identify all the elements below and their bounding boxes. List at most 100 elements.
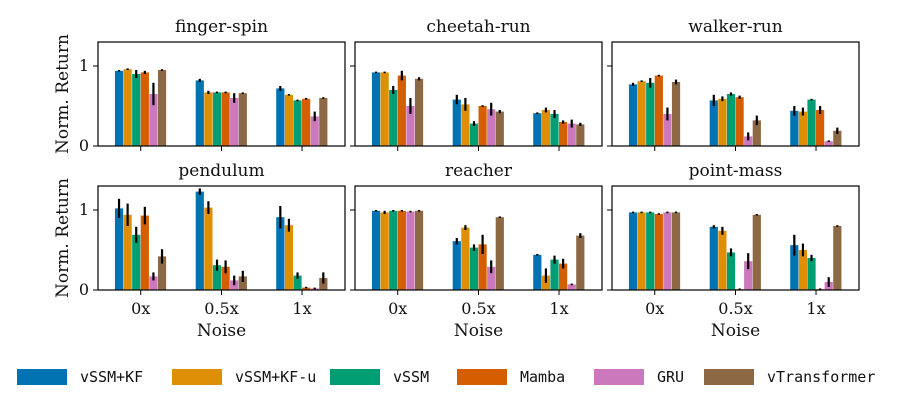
- bar-walker-run-0.5x-GRU: [744, 136, 753, 146]
- bar-pendulum-0.5x-vSSM+KF: [195, 191, 204, 290]
- bar-reacher-0x-vSSM: [389, 210, 398, 290]
- bar-walker-run-0x-vSSM+KF: [628, 84, 638, 146]
- xaxis-label-pendulum: Noise: [197, 321, 246, 341]
- bar-reacher-0.5x-vTransformer: [495, 217, 504, 290]
- panel-title-finger-spin: finger-spin: [175, 17, 268, 37]
- panel-title-walker-run: walker-run: [688, 17, 782, 37]
- bar-finger-spin-0x-GRU: [149, 94, 158, 146]
- bar-reacher-0.5x-vSSM+KF-u: [461, 227, 470, 290]
- xaxis-label-reacher: Noise: [454, 321, 503, 341]
- bar-point-mass-1x-vSSM: [807, 258, 816, 290]
- bar-reacher-0x-vSSM+KF: [371, 210, 381, 290]
- bar-walker-run-0.5x-vSSM+KF: [709, 100, 718, 146]
- bar-finger-spin-1x-Mamba: [302, 98, 311, 146]
- bar-cheetah-run-0x-vTransformer: [414, 78, 424, 146]
- legend-swatch-vSSM+KF-u: [172, 369, 222, 385]
- bar-point-mass-0.5x-GRU: [744, 261, 753, 290]
- bar-cheetah-run-1x-vSSM: [550, 114, 559, 146]
- bar-pendulum-0.5x-vSSM+KF-u: [204, 207, 213, 290]
- bar-finger-spin-0x-vSSM: [132, 74, 141, 146]
- bar-pendulum-0x-vTransformer: [157, 256, 167, 290]
- bar-reacher-0x-vSSM+KF-u: [380, 212, 389, 290]
- bar-pendulum-0.5x-vSSM: [212, 265, 222, 290]
- bar-cheetah-run-1x-vTransformer: [576, 124, 585, 146]
- legend-label-vTransformer: vTransformer: [767, 368, 875, 386]
- bar-walker-run-0x-vSSM+KF-u: [637, 81, 646, 146]
- bar-reacher-1x-vSSM+KF: [533, 254, 542, 290]
- bar-walker-run-0.5x-vSSM: [726, 94, 736, 146]
- bar-cheetah-run-1x-vSSM+KF-u: [541, 110, 551, 146]
- panel-title-reacher: reacher: [445, 161, 513, 181]
- yaxis-label-row-0: Norm. Return: [53, 34, 73, 154]
- bar-reacher-1x-vTransformer: [576, 235, 585, 290]
- xtick-label-point-mass-0.5x: 0.5x: [718, 299, 752, 318]
- bar-walker-run-0.5x-vTransformer: [752, 120, 761, 146]
- bar-reacher-1x-vSSM: [550, 259, 559, 290]
- xaxis-label-point-mass: Noise: [711, 321, 760, 341]
- bar-walker-run-1x-vSSM+KF: [790, 110, 799, 146]
- ytick-label-pendulum-1: 1: [79, 200, 89, 219]
- bar-point-mass-0.5x-vTransformer: [752, 214, 761, 290]
- legend-label-GRU: GRU: [657, 368, 684, 386]
- bar-pendulum-0x-vSSM+KF: [114, 208, 124, 290]
- bar-cheetah-run-0x-GRU: [406, 106, 415, 146]
- bar-finger-spin-0x-vTransformer: [157, 70, 167, 146]
- bar-cheetah-run-0.5x-vSSM: [469, 123, 479, 146]
- panel-title-point-mass: point-mass: [689, 161, 783, 181]
- bar-reacher-0x-Mamba: [397, 210, 406, 290]
- bar-walker-run-0x-Mamba: [654, 75, 663, 146]
- bar-pendulum-1x-vSSM+KF-u: [284, 225, 294, 290]
- bar-point-mass-1x-vSSM+KF-u: [798, 250, 808, 290]
- bar-point-mass-0.5x-vSSM+KF-u: [718, 230, 727, 290]
- bar-cheetah-run-0x-vSSM+KF: [371, 72, 381, 146]
- bar-pendulum-0.5x-vTransformer: [238, 276, 247, 290]
- bar-pendulum-0.5x-Mamba: [221, 266, 230, 290]
- bar-walker-run-1x-GRU: [824, 141, 833, 146]
- legend-swatch-GRU: [594, 369, 644, 385]
- bar-cheetah-run-0x-vSSM+KF-u: [380, 72, 389, 146]
- bar-reacher-0.5x-GRU: [487, 266, 496, 290]
- bar-finger-spin-0.5x-vSSM+KF-u: [204, 92, 213, 146]
- bar-walker-run-1x-vSSM+KF-u: [798, 111, 808, 146]
- bar-cheetah-run-0.5x-vSSM+KF: [452, 99, 461, 146]
- bar-finger-spin-1x-vSSM: [293, 100, 302, 146]
- bar-finger-spin-1x-vTransformer: [319, 98, 328, 146]
- bar-point-mass-0x-vSSM+KF: [628, 212, 638, 290]
- bar-pendulum-0x-GRU: [149, 276, 158, 290]
- bar-finger-spin-0.5x-GRU: [230, 98, 239, 146]
- bar-pendulum-1x-Mamba: [302, 287, 311, 290]
- bar-cheetah-run-0.5x-Mamba: [478, 106, 487, 146]
- legend-swatch-vSSM: [330, 369, 380, 385]
- legend-label-vSSM+KF: vSSM+KF: [80, 368, 143, 386]
- bar-point-mass-1x-vTransformer: [833, 226, 842, 290]
- bar-finger-spin-0x-vSSM+KF: [114, 70, 124, 146]
- bar-reacher-0x-vTransformer: [414, 210, 424, 290]
- bar-walker-run-0x-vTransformer: [671, 82, 681, 146]
- bar-walker-run-0x-vSSM: [646, 82, 655, 146]
- bar-walker-run-0.5x-Mamba: [735, 97, 744, 146]
- xtick-label-pendulum-0.5x: 0.5x: [204, 299, 238, 318]
- bar-point-mass-0.5x-vSSM+KF: [709, 226, 718, 290]
- bar-cheetah-run-0x-vSSM: [389, 90, 398, 146]
- bar-pendulum-1x-vTransformer: [319, 278, 328, 290]
- bar-finger-spin-1x-vSSM+KF: [276, 88, 285, 146]
- bar-reacher-0.5x-Mamba: [478, 244, 487, 290]
- bar-point-mass-0x-Mamba: [654, 214, 663, 290]
- xtick-label-reacher-0.5x: 0.5x: [461, 299, 495, 318]
- bar-walker-run-0.5x-vSSM+KF-u: [718, 98, 727, 146]
- bar-cheetah-run-1x-Mamba: [559, 122, 568, 146]
- panel-title-pendulum: pendulum: [178, 161, 264, 181]
- bar-point-mass-0.5x-vSSM: [726, 252, 736, 290]
- legend-swatch-Mamba: [457, 369, 507, 385]
- bar-reacher-1x-Mamba: [559, 263, 568, 290]
- bar-pendulum-0x-vSSM+KF-u: [123, 214, 132, 290]
- bar-reacher-0.5x-vSSM: [469, 247, 479, 290]
- ytick-label-pendulum-0: 0: [79, 280, 89, 299]
- bar-finger-spin-0x-Mamba: [140, 72, 149, 146]
- xtick-label-point-mass-0x: 0x: [645, 299, 664, 318]
- bar-reacher-0.5x-vSSM+KF: [452, 241, 461, 290]
- legend-label-Mamba: Mamba: [520, 368, 565, 386]
- ytick-label-finger-spin-1: 1: [79, 56, 89, 75]
- bar-cheetah-run-0.5x-GRU: [487, 109, 496, 146]
